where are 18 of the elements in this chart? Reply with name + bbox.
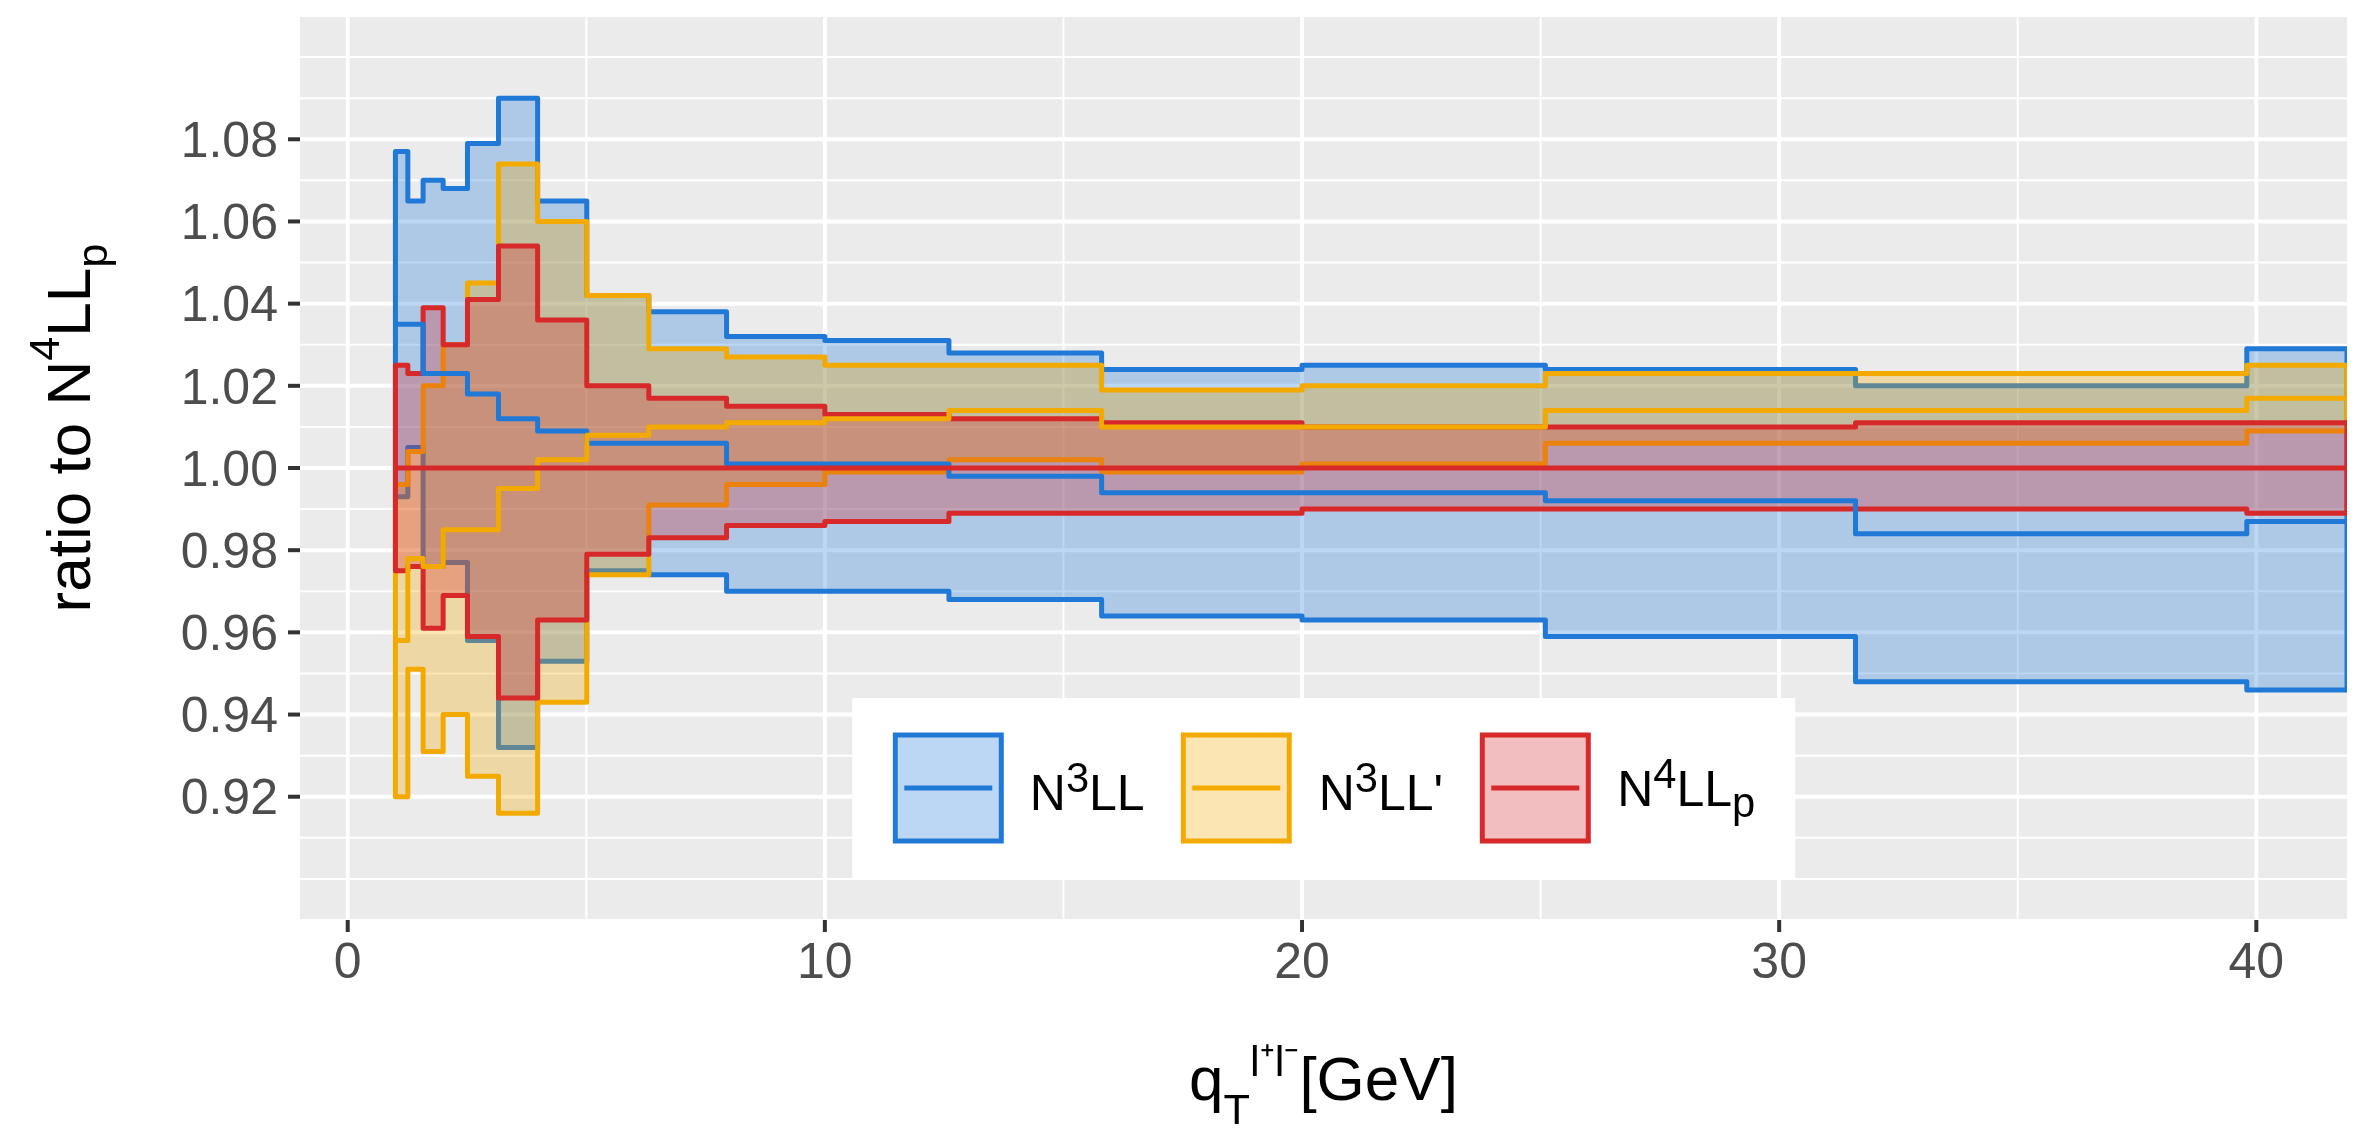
y-tick-label: 1.04 — [180, 276, 278, 333]
x-axis-title: q$_{T}$$^{l⁺l⁻}$[GeV] — [1189, 1037, 1458, 1133]
y-tick-label: 1.02 — [180, 358, 278, 415]
y-tick-label: 1.06 — [180, 194, 278, 251]
x-tick-label: 0 — [333, 932, 362, 989]
x-tick-label: 40 — [2228, 932, 2285, 989]
x-tick-label: 30 — [1751, 932, 1807, 989]
legend-label: N$^{4}$LL$_{p}$ — [1617, 749, 1756, 827]
y-tick-label: 0.96 — [180, 605, 278, 662]
x-tick-label: 20 — [1274, 932, 1330, 989]
y-tick-label: 0.94 — [180, 687, 278, 744]
legend-label: N$^{3}$LL — [1029, 754, 1145, 822]
legend-label: N$^{3}$LL' — [1318, 754, 1444, 822]
y-tick-label: 0.92 — [180, 769, 278, 826]
y-tick-label: 0.98 — [180, 522, 278, 579]
x-tick-label: 10 — [797, 932, 853, 989]
y-tick-label: 1.00 — [180, 440, 278, 497]
y-tick-label: 1.08 — [180, 112, 278, 169]
